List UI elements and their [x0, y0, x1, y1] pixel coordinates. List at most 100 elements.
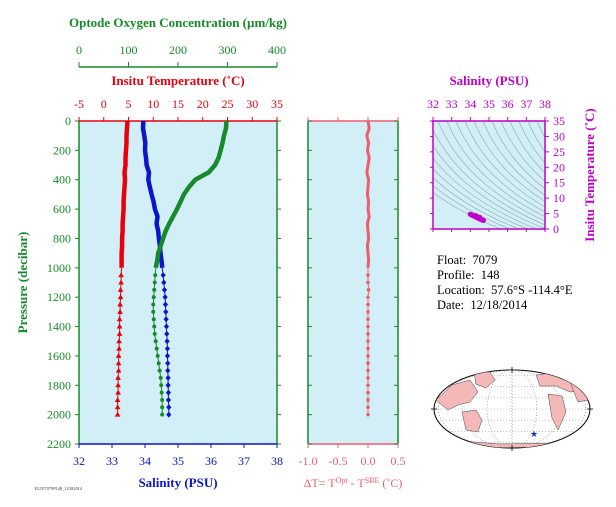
footer-stamp: FLT07079P148_12182014: [35, 486, 83, 491]
globe-meridian: [438, 370, 586, 448]
pressure-tick-label: 2200: [47, 437, 71, 451]
land-mass: [547, 393, 567, 431]
ts-temperature-tick-label: 0: [553, 222, 559, 236]
delta-t-point: [366, 376, 370, 380]
date-line: Date: 12/18/2014: [437, 298, 528, 312]
delta-t-point: [366, 273, 370, 277]
temperature-point: [117, 294, 124, 300]
salinity-point: [164, 352, 171, 359]
pressure-tick-label: 200: [53, 143, 71, 157]
delta-t-point: [366, 368, 370, 373]
density-contour-line: [464, 121, 545, 208]
delta-t-point: [366, 288, 371, 292]
oxygen-point: [153, 339, 158, 344]
salinity-point: [166, 411, 172, 418]
ts-salinity-tick-label: 35: [483, 97, 495, 111]
delta-t-point: [366, 398, 370, 402]
temperature-series: [114, 120, 130, 417]
ts-temperature-tick-label: 15: [553, 176, 565, 190]
density-contour-line: [433, 192, 502, 229]
temperature-point: [115, 374, 121, 380]
delta-t-point: [366, 310, 370, 314]
salinity-tick-label: 32: [73, 454, 85, 468]
temperature-tick-label: -5: [74, 97, 84, 111]
delta-t-point: [366, 354, 370, 358]
salinity-point: [165, 382, 171, 389]
density-contour-line: [509, 121, 545, 174]
ts-temperature-tick-label: 30: [553, 129, 565, 143]
salinity-point: [163, 308, 169, 315]
delta-t-series: [365, 120, 371, 417]
density-contour-line: [536, 121, 545, 139]
oxygen-axis-label: Optode Oxygen Concentration (µm/kg): [69, 15, 287, 30]
pressure-tick-label: 800: [53, 231, 71, 245]
dt-tick-label: -0.5: [329, 454, 348, 468]
temperature-point: [114, 396, 121, 402]
ts-salinity-tick-label: 36: [502, 97, 514, 111]
temperature-tick-label: 5: [126, 97, 132, 111]
temperature-point: [114, 411, 121, 417]
density-contour-line: [527, 121, 545, 153]
salinity-point: [165, 374, 171, 381]
temperature-tick-label: 20: [197, 97, 209, 111]
oxygen-point: [151, 309, 156, 314]
delta-t-point: [366, 332, 370, 336]
temperature-point: [115, 367, 122, 373]
pressure-axis-label: Pressure (decibar): [15, 232, 30, 334]
density-contour-line: [433, 168, 529, 229]
oxygen-point: [160, 405, 165, 410]
salinity-point: [166, 404, 172, 411]
temperature-point: [117, 286, 124, 292]
salinity-tick-label: 38: [271, 454, 283, 468]
ts-temperature-tick-label: 10: [553, 191, 565, 205]
pressure-tick-label: 0: [65, 114, 71, 128]
dt-axis-label-part: ΔT= T: [304, 476, 337, 490]
temperature-tick-label: 10: [147, 97, 159, 111]
float-line: Float: 7079: [437, 253, 498, 267]
temperature-point: [116, 345, 122, 351]
location-value: 57.6°S -114.4°E: [491, 283, 573, 297]
pressure-tick-label: 1600: [47, 349, 71, 363]
temperature-point: [115, 360, 122, 366]
salinity-point: [161, 279, 167, 286]
delta-t-continuous-line: [365, 120, 371, 268]
temperature-axis-label: Insitu Temperature (˚C): [111, 73, 244, 88]
oxygen-point: [160, 397, 165, 402]
density-contours: [433, 121, 545, 229]
temperature-point: [117, 301, 123, 307]
dt-tick-label: 0.5: [391, 454, 406, 468]
oxygen-point: [152, 280, 157, 285]
salinity-tick-label: 35: [172, 454, 184, 468]
ts-salinity-tick-label: 38: [539, 97, 551, 111]
delta-t-point: [366, 383, 370, 388]
oxygen-tick-label: 100: [120, 43, 138, 57]
ts-salinity-tick-label: 32: [427, 97, 439, 111]
dt-axis-label-part: SBE: [365, 476, 380, 485]
date-value: 12/18/2014: [470, 298, 528, 312]
delta-t-point: [366, 361, 370, 366]
oxygen-point: [151, 302, 156, 307]
land-mass: [435, 379, 479, 411]
oxygen-tick-label: 300: [219, 43, 237, 57]
delta-t-point: [366, 405, 370, 410]
ts-salinity-tick-label: 37: [520, 97, 532, 111]
ts-points: [467, 211, 486, 223]
temperature-point: [116, 316, 123, 322]
delta-t-point: [366, 302, 370, 307]
pressure-tick-label: 1800: [47, 378, 71, 392]
density-contour-line: [518, 121, 545, 164]
oxygen-point: [152, 324, 157, 329]
density-contour-line: [446, 121, 545, 217]
temperature-tick-label: 0: [101, 97, 107, 111]
temperature-point: [115, 352, 122, 358]
salinity-point: [162, 301, 169, 308]
pressure-tick-label: 1000: [47, 261, 71, 275]
main-plot-background: [79, 121, 277, 444]
main-profile-panel: 0200400600800100012001400160018002000220…: [15, 15, 287, 490]
oxygen-point: [157, 368, 162, 373]
oxygen-tick-label: 400: [268, 43, 286, 57]
temperature-point: [115, 382, 121, 388]
salinity-axis-label: Salinity (PSU): [138, 475, 217, 490]
pressure-tick-label: 400: [53, 173, 71, 187]
